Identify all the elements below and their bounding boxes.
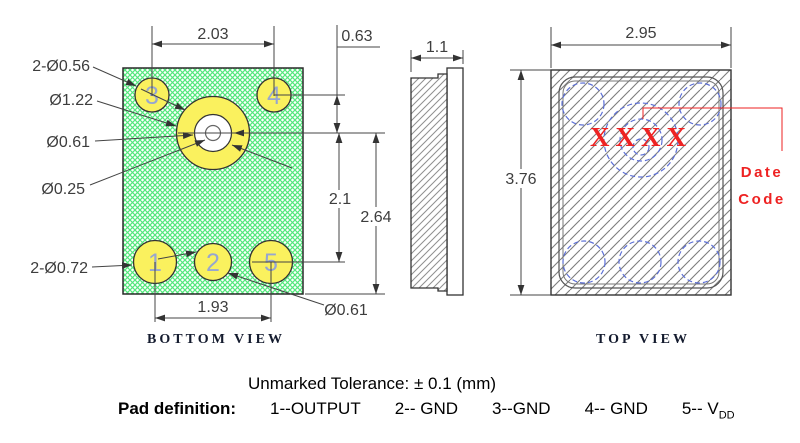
dim-pinhole-dia: Ø0.25 [41,181,85,198]
pad-definition-item-1: 1--OUTPUT [270,399,361,418]
dim-aperture-dia: Ø0.61 [46,134,90,151]
pad-definition-item-4: 4-- GND [584,399,648,418]
dim-pad2-dia: Ø0.61 [324,302,368,319]
top-inner-edge [558,76,724,289]
date-code-line1: Date [741,164,784,181]
pad5-subscript: DD [718,409,735,422]
pad-2-number: 2 [206,249,220,277]
top-package-outline [550,69,732,296]
label-bg [497,169,545,188]
dim-center-to-pads: 2.1 [329,191,351,208]
pad-definition-label: Pad definition: [118,399,237,418]
pad-definition-row: Pad definition: 1--OUTPUT 2-- GND 3--GND… [118,399,735,421]
tolerance-note: Unmarked Tolerance: ± 0.1 (mm) [247,374,497,393]
side-body [410,73,448,292]
label-bg [353,207,399,226]
bottom-view: 3 4 1 2 5 [30,25,399,347]
side-cap [446,67,464,296]
dim-top-width: 2.95 [625,25,656,42]
bottom-view-title: BOTTOM VIEW [147,332,285,347]
dim-thickness: 1.1 [426,39,448,56]
pad5-prefix: 5-- V [681,399,719,418]
dim-center-to-edge: 2.64 [360,209,391,226]
dim-pads34-spacing: 2.03 [197,26,228,43]
pad-definition-item-5: 5-- VDD [682,399,735,421]
label-bg [321,190,359,208]
dim-lens-outer-dia: Ø1.22 [49,92,93,109]
top-view: XXXX Date Code 2.95 3.76 TOP VIEW [497,25,786,347]
date-code-line2: Code [738,191,786,208]
marking-xxxx: XXXX [590,122,692,152]
leader-lines [89,66,385,306]
dim-pads15-spacing: 1.93 [197,299,228,316]
dim-center-offset: 0.63 [341,28,372,45]
top-inner-edge2 [562,80,720,285]
hidden-features [561,82,722,284]
top-view-title: TOP VIEW [596,332,690,347]
pad-definition-item-3: 3--GND [492,399,551,418]
side-dim-lines [410,50,464,72]
pad-2 [193,242,233,282]
pad-definition-item-2: 2-- GND [394,399,458,418]
date-code-leader [642,107,783,151]
side-view: 1.1 [410,39,464,296]
dim-top-height: 3.76 [505,171,536,188]
dim-pads15-dia: 2-Ø0.72 [30,260,88,277]
drawing-canvas: 3 4 1 2 5 [30,25,786,347]
dim-pads34-dia: 2-Ø0.56 [32,58,90,75]
